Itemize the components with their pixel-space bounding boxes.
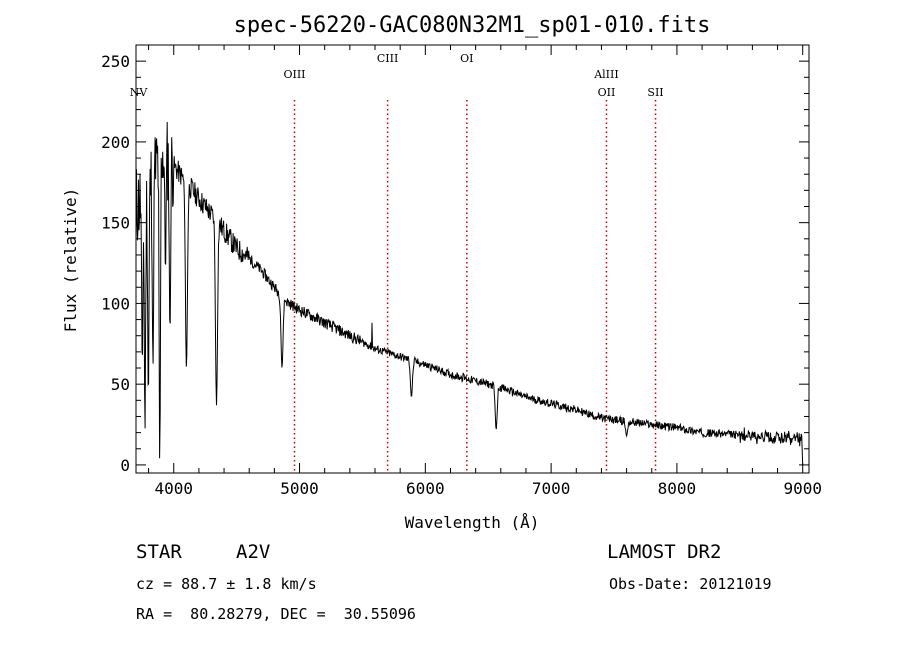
y-tick-label: 0 [120,456,130,475]
x-axis-label: Wavelength (Å) [405,513,540,532]
survey-name: LAMOST DR2 [607,541,722,563]
marker-label: CIII [377,52,398,65]
redshift-velocity: cz = 88.7 ± 1.8 km/s [136,575,317,593]
marker-label: OII [598,86,616,99]
marker-label: OIII [283,68,305,81]
spectrum-line [136,121,804,465]
sky-coordinates: RA = 80.28279, DEC = 30.55096 [136,605,416,623]
x-tick-label: 9000 [783,479,822,498]
x-tick-label: 5000 [280,479,319,498]
y-tick-label: 200 [101,133,130,152]
spectral-subclass: A2V [236,541,271,563]
axis-ticks: 4000 5000 6000 7000 8000 9000 0 50 100 150 200 250 [101,45,822,498]
x-tick-label: 7000 [532,479,571,498]
marker-label: SII [647,86,663,99]
observation-date: Obs-Date: 20121019 [609,575,772,593]
y-tick-label: 100 [101,294,130,313]
x-tick-label: 8000 [658,479,697,498]
x-tick-label: 4000 [154,479,193,498]
y-tick-label: 50 [111,375,130,394]
marker-label: AlIII [593,68,619,81]
marker-label: OI [460,52,473,65]
line-markers: NV OIII CIII OI AlIII OII SII [130,52,664,473]
object-class: STAR [136,541,182,563]
chart-title: spec-56220-GAC080N32M1_sp01-010.fits [234,13,711,38]
y-tick-label: 250 [101,52,130,71]
marker-label: NV [130,86,149,99]
y-tick-label: 150 [101,214,130,233]
y-axis-label: Flux (relative) [61,188,80,333]
x-tick-label: 6000 [406,479,445,498]
plot-frame [135,44,810,474]
